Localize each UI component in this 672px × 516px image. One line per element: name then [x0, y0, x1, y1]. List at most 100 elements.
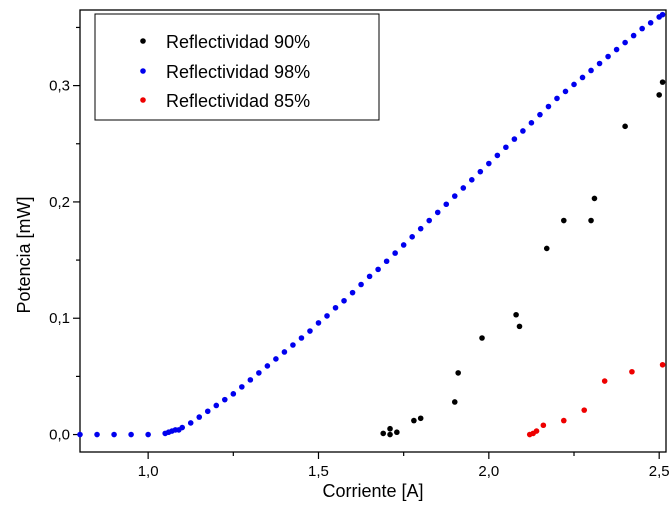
data-point-series-2: [545, 103, 552, 110]
data-point-series-2: [469, 177, 475, 183]
data-point-series-2: [196, 414, 203, 420]
data-point-series-3: [533, 428, 540, 434]
plot-frame: [79, 9, 667, 453]
data-point-series-2: [230, 391, 237, 397]
data-point-series-1: [455, 370, 461, 376]
data-points: [77, 11, 666, 438]
data-point-series-2: [596, 60, 603, 67]
data-point-series-2: [528, 120, 535, 126]
y-tick-label: 0,2: [49, 194, 70, 211]
data-point-series-1: [394, 429, 400, 436]
data-point-series-2: [128, 431, 134, 438]
data-point-series-1: [560, 217, 567, 224]
x-tick-label: 1,5: [308, 463, 329, 480]
x-axis-label: Corriente [A]: [322, 481, 423, 501]
data-point-series-1: [387, 425, 393, 432]
data-point-series-1: [479, 335, 485, 341]
data-point-series-2: [332, 304, 339, 311]
data-point-series-2: [375, 266, 381, 273]
legend-marker-series-2: [140, 68, 146, 74]
data-point-series-3: [659, 361, 666, 368]
data-point-series-2: [281, 349, 288, 355]
data-point-series-2: [239, 384, 245, 390]
legend: Reflectividad 90% Reflectividad 98% Refl…: [94, 13, 380, 121]
data-point-series-1: [513, 311, 519, 318]
data-point-series-2: [426, 217, 433, 224]
data-point-series-2: [94, 431, 100, 438]
data-point-series-2: [324, 313, 330, 319]
data-point-series-2: [366, 273, 373, 280]
data-point-series-2: [392, 250, 398, 256]
x-tick-label: 2,0: [478, 463, 499, 480]
legend-label-series-3: Reflectividad 85%: [166, 91, 310, 111]
data-point-series-2: [290, 342, 296, 348]
data-point-series-2: [145, 431, 151, 438]
y-tick-label: 0,0: [49, 427, 70, 444]
data-point-series-2: [341, 297, 347, 304]
data-point-series-2: [613, 46, 620, 53]
x-tick-label: 2,5: [649, 463, 670, 480]
y-tick-label: 0,1: [49, 310, 70, 327]
x-axis-ticks: 1,0 1,5 2,0 2,5: [138, 452, 670, 480]
y-axis-label: Potencia [mW]: [14, 196, 34, 313]
legend-marker-series-3: [140, 97, 146, 103]
legend-label-series-2: Reflectividad 98%: [166, 62, 310, 82]
data-point-series-2: [511, 136, 518, 142]
data-point-series-2: [383, 258, 390, 265]
data-point-series-3: [560, 417, 567, 424]
data-point-series-2: [639, 25, 645, 32]
data-point-series-2: [298, 335, 305, 341]
data-point-series-2: [111, 431, 117, 438]
data-point-series-2: [443, 201, 450, 208]
data-point-series-2: [256, 370, 262, 376]
data-point-series-1: [591, 195, 598, 202]
data-point-series-2: [264, 363, 271, 369]
data-point-series-2: [179, 424, 186, 431]
data-point-series-2: [315, 320, 322, 326]
data-point-series-3: [601, 378, 608, 384]
data-point-series-1: [380, 430, 387, 437]
data-point-series-1: [451, 399, 458, 405]
data-point-series-2: [307, 328, 313, 334]
data-point-series-2: [579, 74, 586, 81]
data-point-series-2: [273, 356, 279, 362]
data-point-series-2: [204, 408, 211, 415]
data-point-series-1: [417, 415, 424, 422]
data-point-series-3: [540, 422, 547, 429]
data-point-series-2: [494, 152, 501, 159]
data-point-series-2: [349, 289, 356, 296]
data-point-series-1: [588, 217, 594, 224]
y-axis-ticks: 0,0 0,1 0,2 0,3: [49, 26, 80, 444]
y-tick-label: 0,3: [49, 78, 70, 95]
data-point-series-2: [221, 396, 228, 403]
x-tick-label: 1,0: [138, 463, 159, 480]
data-point-series-3: [629, 368, 635, 375]
data-point-series-2: [400, 242, 407, 248]
legend-label-series-1: Reflectividad 90%: [166, 32, 310, 52]
data-point-series-2: [477, 168, 484, 175]
data-point-series-2: [630, 32, 637, 39]
data-point-series-1: [543, 245, 550, 252]
data-point-series-1: [656, 92, 662, 98]
data-point-series-2: [520, 128, 526, 134]
data-point-series-2: [571, 81, 577, 88]
data-point-series-2: [451, 193, 458, 199]
data-point-series-2: [659, 11, 666, 18]
data-point-series-1: [387, 431, 393, 438]
data-point-series-2: [409, 234, 415, 240]
data-point-series-1: [659, 79, 666, 85]
data-point-series-2: [358, 281, 364, 288]
data-point-series-3: [581, 407, 588, 413]
data-point-series-1: [411, 417, 417, 424]
legend-marker-series-1: [140, 38, 146, 44]
data-point-series-2: [647, 19, 654, 26]
data-point-series-1: [622, 123, 628, 130]
data-point-series-2: [434, 209, 441, 216]
data-point-series-2: [605, 53, 611, 60]
data-point-series-1: [516, 323, 523, 330]
data-point-series-2: [622, 39, 628, 46]
data-point-series-2: [588, 67, 594, 74]
data-point-series-2: [247, 377, 254, 383]
